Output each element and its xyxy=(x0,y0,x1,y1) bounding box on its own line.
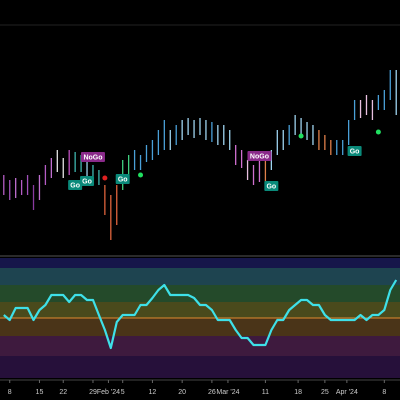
signal-dot xyxy=(138,172,144,178)
band xyxy=(0,268,400,285)
x-tick-label: 22 xyxy=(59,389,67,396)
band xyxy=(0,302,400,318)
band xyxy=(0,336,400,356)
x-tick-label: 8 xyxy=(382,389,386,396)
x-tick-label: 26 xyxy=(208,389,216,396)
band xyxy=(0,285,400,302)
label-box xyxy=(80,152,105,162)
x-tick-label: 15 xyxy=(36,389,44,396)
x-tick-label: 5 xyxy=(121,389,125,396)
x-tick-label: 18 xyxy=(294,389,302,396)
signal-label: NoGo xyxy=(83,154,102,161)
signal-label: Go xyxy=(118,176,128,183)
band xyxy=(0,356,400,378)
x-tick-label: 11 xyxy=(262,389,269,396)
signal-label: NoGo xyxy=(250,153,269,160)
x-tick-label: 8 xyxy=(8,389,12,396)
x-tick-label: Apr '24 xyxy=(336,389,358,396)
signal-label: Go xyxy=(266,183,276,190)
x-tick-label: 12 xyxy=(149,389,157,396)
signal-label: Go xyxy=(350,148,360,155)
signal-label: Go xyxy=(70,182,80,189)
signal-dot xyxy=(375,129,381,135)
label-box xyxy=(68,180,83,190)
oscillator-bands xyxy=(0,258,400,378)
oscillator-line xyxy=(3,279,398,350)
label-box xyxy=(80,176,95,186)
label-box xyxy=(347,146,362,156)
band xyxy=(0,318,400,336)
label-box xyxy=(264,181,279,191)
label-box xyxy=(115,174,130,184)
signal-dot xyxy=(298,133,304,139)
label-box xyxy=(247,151,272,161)
signal-dot xyxy=(102,175,108,181)
x-tick-label: Mar '24 xyxy=(216,389,239,396)
x-tick-label: 20 xyxy=(178,389,186,396)
x-tick-label: 29 xyxy=(89,389,97,396)
band xyxy=(0,258,400,268)
signal-label: Go xyxy=(82,178,92,185)
x-tick-label: Feb '24 xyxy=(97,389,120,396)
x-tick-label: 25 xyxy=(321,389,329,396)
